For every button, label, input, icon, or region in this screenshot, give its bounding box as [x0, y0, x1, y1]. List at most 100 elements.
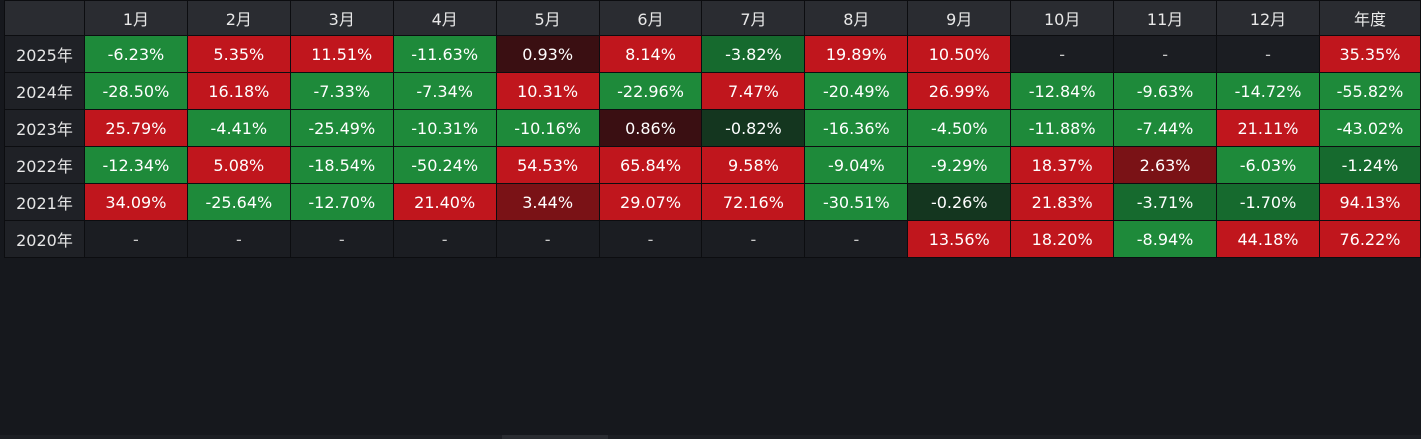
return-cell[interactable]: -1.70% [1216, 183, 1320, 221]
return-cell[interactable]: -11.88% [1010, 109, 1115, 147]
return-cell[interactable]: - [598, 220, 703, 258]
return-cell[interactable]: 18.20% [1010, 220, 1115, 258]
annual-return-cell[interactable]: 76.22% [1318, 220, 1421, 258]
return-cell[interactable]: - [804, 220, 909, 258]
annual-return-cell[interactable]: -1.24% [1318, 146, 1421, 184]
return-cell[interactable]: -11.63% [392, 35, 497, 73]
return-cell[interactable]: -7.34% [392, 72, 497, 110]
return-cell[interactable]: -7.44% [1113, 109, 1218, 147]
return-cell[interactable]: 5.08% [186, 146, 291, 184]
column-header-aug[interactable]: 8月 [804, 0, 909, 36]
return-cell[interactable]: -7.33% [289, 72, 394, 110]
return-cell[interactable]: -50.24% [392, 146, 497, 184]
return-cell[interactable]: 21.83% [1010, 183, 1115, 221]
return-cell[interactable]: 34.09% [83, 183, 188, 221]
return-cell[interactable]: - [1010, 35, 1115, 73]
table-row: 2022年 -12.34% 5.08% -18.54% -50.24% 54.5… [4, 146, 1421, 184]
row-label-year: 2023年 [4, 109, 85, 147]
bottom-scroll-strip[interactable] [0, 435, 1421, 439]
return-cell[interactable]: -6.23% [83, 35, 188, 73]
annual-return-cell[interactable]: 94.13% [1318, 183, 1421, 221]
return-cell[interactable]: -16.36% [804, 109, 909, 147]
return-cell[interactable]: 10.50% [907, 35, 1012, 73]
return-cell[interactable]: -28.50% [83, 72, 188, 110]
return-cell[interactable]: - [1216, 35, 1320, 73]
return-cell[interactable]: - [289, 220, 394, 258]
return-cell[interactable]: -3.71% [1113, 183, 1218, 221]
return-cell[interactable]: -4.41% [186, 109, 291, 147]
return-cell[interactable]: -25.49% [289, 109, 394, 147]
table-row: 2025年 -6.23% 5.35% 11.51% -11.63% 0.93% … [4, 35, 1421, 73]
header-row: 1月 2月 3月 4月 5月 6月 7月 8月 9月 10月 11月 12月 年… [4, 0, 1421, 36]
return-cell[interactable]: -6.03% [1216, 146, 1320, 184]
return-cell[interactable]: 18.37% [1010, 146, 1115, 184]
return-cell[interactable]: -4.50% [907, 109, 1012, 147]
return-cell[interactable]: 29.07% [598, 183, 703, 221]
column-header-jan[interactable]: 1月 [83, 0, 188, 36]
return-cell[interactable]: 7.47% [701, 72, 806, 110]
return-cell[interactable]: 3.44% [495, 183, 600, 221]
return-cell[interactable]: - [392, 220, 497, 258]
return-cell[interactable]: - [701, 220, 806, 258]
return-cell[interactable]: 44.18% [1216, 220, 1320, 258]
return-cell[interactable]: 5.35% [186, 35, 291, 73]
return-cell[interactable]: 65.84% [598, 146, 703, 184]
return-cell[interactable]: -25.64% [186, 183, 291, 221]
annual-return-cell[interactable]: 35.35% [1318, 35, 1421, 73]
return-cell[interactable]: -14.72% [1216, 72, 1320, 110]
annual-return-cell[interactable]: -43.02% [1318, 109, 1421, 147]
return-cell[interactable]: -9.63% [1113, 72, 1218, 110]
column-header-feb[interactable]: 2月 [186, 0, 291, 36]
column-header-jul[interactable]: 7月 [701, 0, 806, 36]
return-cell[interactable]: 54.53% [495, 146, 600, 184]
column-header-dec[interactable]: 12月 [1216, 0, 1320, 36]
return-cell[interactable]: -0.82% [701, 109, 806, 147]
column-header-year-total[interactable]: 年度 [1318, 0, 1421, 36]
return-cell[interactable]: -20.49% [804, 72, 909, 110]
return-cell[interactable]: 10.31% [495, 72, 600, 110]
return-cell[interactable]: -12.84% [1010, 72, 1115, 110]
return-cell[interactable]: -10.16% [495, 109, 600, 147]
table-row: 2020年 - - - - - - - - 13.56% 18.20% -8.9… [4, 220, 1421, 258]
return-cell[interactable]: 2.63% [1113, 146, 1218, 184]
return-cell[interactable]: -9.04% [804, 146, 909, 184]
monthly-returns-table: 1月 2月 3月 4月 5月 6月 7月 8月 9月 10月 11月 12月 年… [4, 0, 1421, 258]
return-cell[interactable]: 11.51% [289, 35, 394, 73]
return-cell[interactable]: -8.94% [1113, 220, 1218, 258]
column-header-apr[interactable]: 4月 [392, 0, 497, 36]
return-cell[interactable]: 25.79% [83, 109, 188, 147]
return-cell[interactable]: -12.34% [83, 146, 188, 184]
return-cell[interactable]: -3.82% [701, 35, 806, 73]
return-cell[interactable]: -0.26% [907, 183, 1012, 221]
return-cell[interactable]: 72.16% [701, 183, 806, 221]
return-cell[interactable]: 16.18% [186, 72, 291, 110]
scroll-thumb[interactable] [502, 435, 608, 439]
column-header-jun[interactable]: 6月 [598, 0, 703, 36]
return-cell[interactable]: 0.93% [495, 35, 600, 73]
return-cell[interactable]: -12.70% [289, 183, 394, 221]
return-cell[interactable]: - [83, 220, 188, 258]
column-header-may[interactable]: 5月 [495, 0, 600, 36]
column-header-mar[interactable]: 3月 [289, 0, 394, 36]
annual-return-cell[interactable]: -55.82% [1318, 72, 1421, 110]
return-cell[interactable]: -18.54% [289, 146, 394, 184]
return-cell[interactable]: 9.58% [701, 146, 806, 184]
return-cell[interactable]: -22.96% [598, 72, 703, 110]
return-cell[interactable]: 8.14% [598, 35, 703, 73]
return-cell[interactable]: 26.99% [907, 72, 1012, 110]
column-header-nov[interactable]: 11月 [1113, 0, 1218, 36]
return-cell[interactable]: -9.29% [907, 146, 1012, 184]
return-cell[interactable]: -30.51% [804, 183, 909, 221]
return-cell[interactable]: 13.56% [907, 220, 1012, 258]
return-cell[interactable]: - [186, 220, 291, 258]
return-cell[interactable]: 21.11% [1216, 109, 1320, 147]
return-cell[interactable]: -10.31% [392, 109, 497, 147]
column-header-oct[interactable]: 10月 [1010, 0, 1115, 36]
column-header-sep[interactable]: 9月 [907, 0, 1012, 36]
return-cell[interactable]: - [1113, 35, 1218, 73]
return-cell[interactable]: - [495, 220, 600, 258]
return-cell[interactable]: 19.89% [804, 35, 909, 73]
return-cell[interactable]: 21.40% [392, 183, 497, 221]
return-cell[interactable]: 0.86% [598, 109, 703, 147]
